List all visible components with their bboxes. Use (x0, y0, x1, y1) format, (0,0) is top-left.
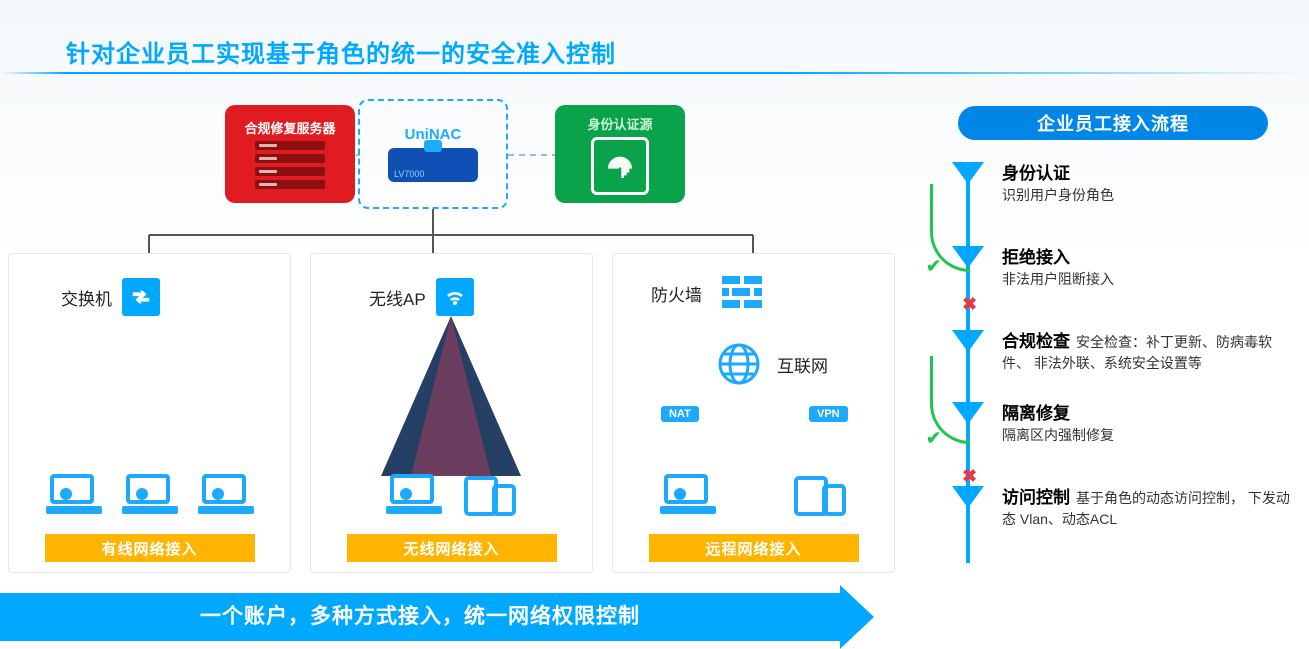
page-title: 针对企业员工实现基于角色的统一的安全准入控制 (66, 34, 1309, 69)
wifi-beam (371, 316, 531, 486)
remote-access-panel: 防火墙 互联网 NAT VPN 远程网络接入 (612, 253, 895, 573)
remote-devices (613, 470, 894, 520)
switch-row: 交换机 (61, 278, 160, 316)
laptop-icon (44, 470, 104, 520)
employee-flow: 企业员工接入流程 ✔ ✖ ✔ ✖ 身份认证识别用户身份角色 拒绝接入非法用户阻断… (928, 106, 1298, 570)
summary-arrow: 一个账户，多种方式接入，统一网络权限控制 (0, 593, 840, 641)
step-marker-icon (952, 330, 984, 352)
firewall-icon (722, 276, 764, 310)
internet-label: 互联网 (777, 352, 828, 377)
network-diagram: 合规修复服务器 UniNAC LV7000 身份认证源 交换机 (0, 95, 905, 645)
flow-step: 访问控制基于角色的动态访问控制， 下发动态 Vlan、动态ACL (952, 486, 1298, 538)
internet-globe-icon (717, 342, 761, 386)
uninac-device-model: LV7000 (394, 169, 424, 179)
wired-banner: 有线网络接入 (45, 534, 255, 562)
identity-source-label: 身份认证源 (587, 114, 652, 133)
wired-access-panel: 交换机 有线网络接入 (8, 253, 291, 573)
page-title-bar: 针对企业员工实现基于角色的统一的安全准入控制 (66, 34, 1309, 69)
wireless-banner: 无线网络接入 (347, 534, 557, 562)
laptop-icon (384, 470, 444, 520)
server-icon (255, 141, 325, 191)
summary-text: 一个账户，多种方式接入，统一网络权限控制 (0, 593, 840, 641)
fingerprint-icon (591, 137, 649, 195)
flow-step: 身份认证识别用户身份角色 (952, 162, 1298, 214)
uninac-device-icon: LV7000 (388, 148, 478, 182)
nat-tag: NAT (661, 406, 699, 422)
wireless-access-panel: 无线AP 无线网络接入 (310, 253, 593, 573)
step-marker-icon (952, 162, 984, 184)
firewall-row: 防火墙 (651, 276, 764, 310)
flow-steps: 身份认证识别用户身份角色 拒绝接入非法用户阻断接入 合规检查安全检查：补丁更新、… (928, 162, 1298, 538)
step-text: 拒绝接入非法用户阻断接入 (1002, 246, 1298, 289)
ap-label: 无线AP (369, 285, 426, 310)
step-marker-icon (952, 402, 984, 424)
vpn-tag: VPN (809, 406, 848, 422)
firewall-label: 防火墙 (651, 281, 702, 306)
ap-row: 无线AP (369, 278, 474, 316)
laptop-icon (196, 470, 256, 520)
wifi-icon (436, 278, 474, 316)
remote-banner: 远程网络接入 (649, 534, 859, 562)
laptop-icon (658, 470, 718, 520)
switch-icon (122, 278, 160, 316)
identity-source-node: 身份认证源 (555, 105, 685, 203)
title-underline (0, 72, 1309, 74)
flow-title: 企业员工接入流程 (958, 106, 1268, 140)
wireless-devices (311, 470, 592, 520)
flow-step: 合规检查安全检查：补丁更新、防病毒软件、 非法外联、系统安全设置等 (952, 330, 1298, 382)
step-text: 访问控制基于角色的动态访问控制， 下发动态 Vlan、动态ACL (1002, 486, 1298, 529)
wired-devices (9, 470, 290, 520)
step-text: 隔离修复隔离区内强制修复 (1002, 402, 1298, 445)
step-marker-icon (952, 246, 984, 268)
compliance-server-label: 合规修复服务器 (244, 118, 335, 137)
laptop-icon (120, 470, 180, 520)
compliance-server-node: 合规修复服务器 (225, 105, 355, 203)
uninac-node: UniNAC LV7000 (358, 99, 508, 209)
tablet-phone-icon (460, 470, 520, 520)
flow-step: 拒绝接入非法用户阻断接入 (952, 246, 1298, 298)
tablet-phone-icon (790, 470, 850, 520)
switch-label: 交换机 (61, 285, 112, 310)
step-marker-icon (952, 486, 984, 508)
step-text: 合规检查安全检查：补丁更新、防病毒软件、 非法外联、系统安全设置等 (1002, 330, 1298, 373)
step-text: 身份认证识别用户身份角色 (1002, 162, 1298, 205)
flow-step: 隔离修复隔离区内强制修复 (952, 402, 1298, 454)
